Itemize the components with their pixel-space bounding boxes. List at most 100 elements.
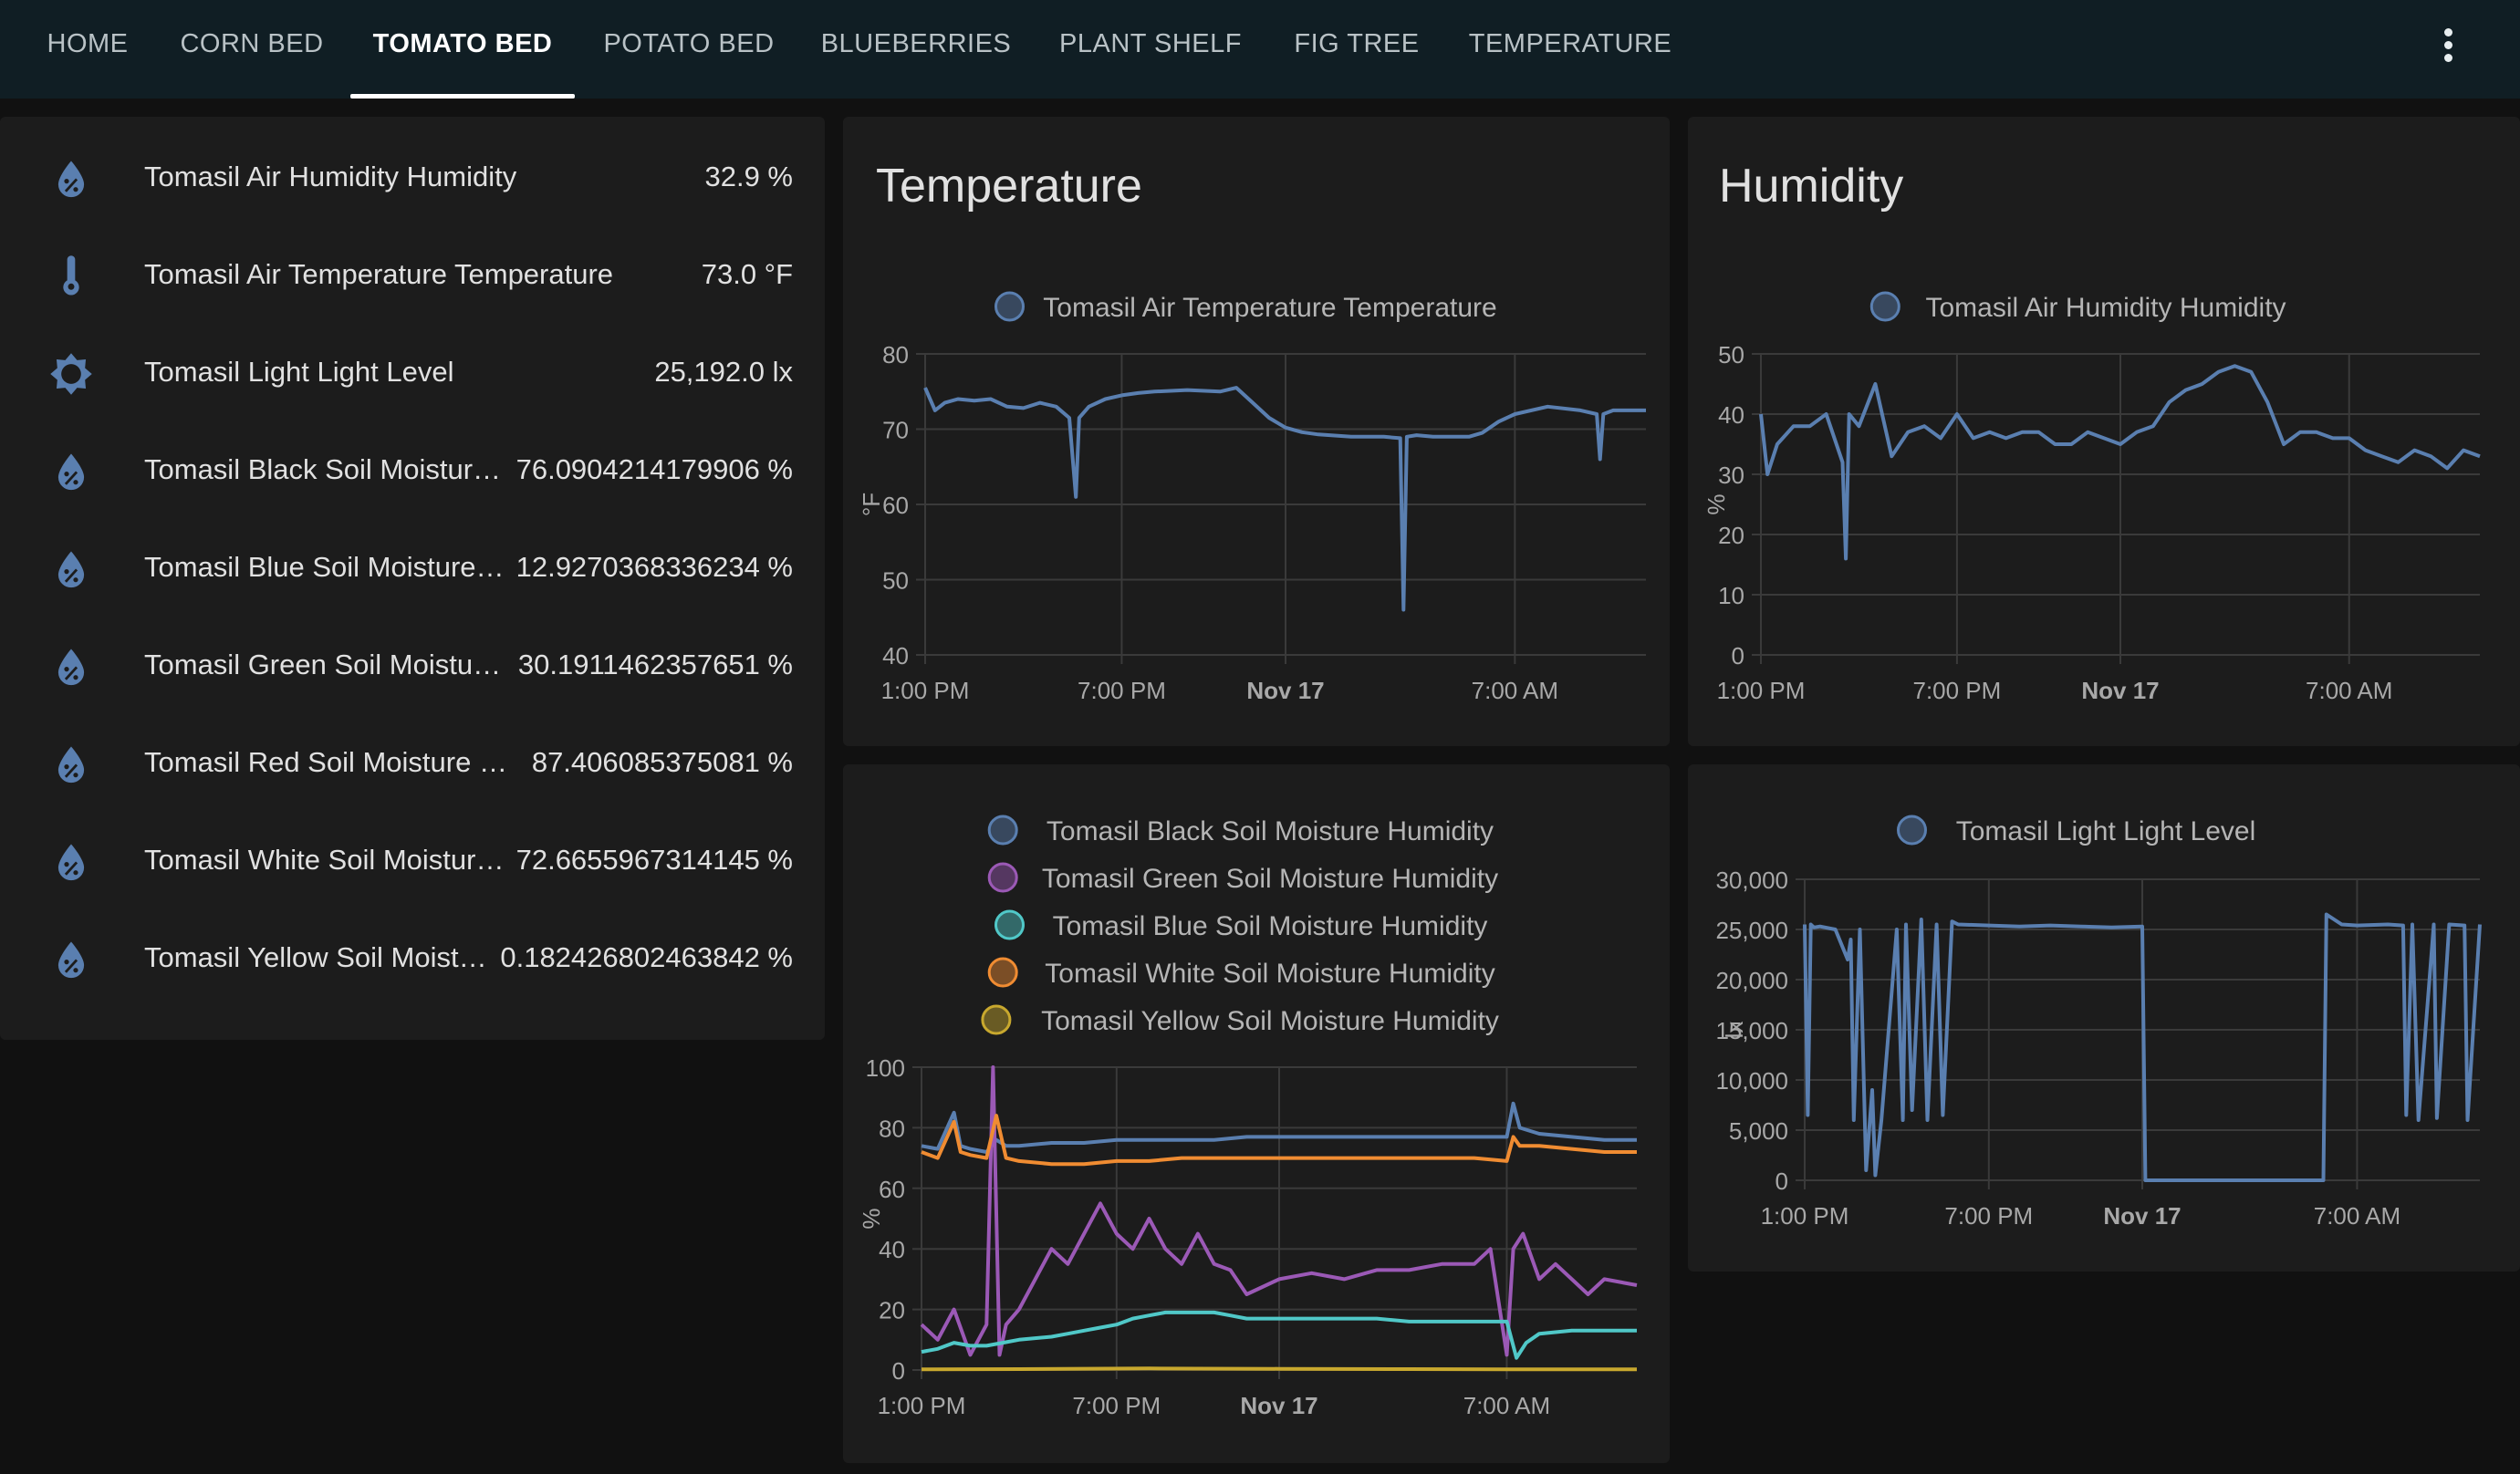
water-percent-icon: [47, 155, 95, 202]
entity-name: Tomasil Air Temperature Temperature: [144, 258, 614, 290]
legend-marker[interactable]: [981, 1004, 1012, 1035]
entity-name: Tomasil Red Soil Moisture …: [144, 746, 507, 778]
soil-moisture-card: Tomasil Black Soil Moisture Humidity Toma…: [843, 764, 1670, 1463]
entity-state: 73.0 °F: [701, 258, 793, 290]
y-tick-label: 70: [882, 417, 909, 444]
entity-state: 25,192.0 lx: [654, 356, 793, 388]
y-tick-label: 5,000: [1729, 1117, 1788, 1145]
entity-row[interactable]: Tomasil White Soil Moistur… 72.6655967314…: [0, 811, 825, 908]
tab-blueberries[interactable]: BLUEBERRIES: [820, 29, 1012, 58]
legend-label: Tomasil Green Soil Moisture Humidity: [1042, 864, 1498, 894]
tab-fig-tree[interactable]: FIG TREE: [1294, 29, 1420, 58]
series-line: [921, 1310, 1637, 1360]
y-tick-label: 40: [879, 1236, 905, 1263]
card-title: Humidity: [1719, 160, 1904, 213]
legend-marker[interactable]: [987, 815, 1018, 846]
temperature-chart[interactable]: Tomasil Air Temperature Temperature 80 70 6…: [843, 117, 1670, 746]
x-tick-label: 7:00 AM: [2306, 677, 2392, 704]
y-tick-label: 20,000: [1715, 967, 1788, 994]
entity-name: Tomasil Yellow Soil Moist…: [144, 941, 487, 973]
y-tick-label: 60: [882, 492, 909, 519]
entity-name: Tomasil Blue Soil Moisture…: [144, 551, 505, 583]
entity-state: 12.9270368336234 %: [515, 551, 793, 583]
entity-name: Tomasil Black Soil Moistur…: [144, 453, 502, 485]
y-tick-label: 0: [1732, 642, 1744, 670]
series-line: [920, 1065, 1638, 1357]
series-line: [921, 1114, 1637, 1167]
y-axis-label: %: [858, 1208, 885, 1229]
entity-row[interactable]: Tomasil Black Soil Moistur… 76.0904214179…: [0, 420, 825, 518]
light-level-chart[interactable]: Tomasil Light Light Level 30,000 25,000 20,…: [1688, 764, 2520, 1272]
menu-dot: [2444, 28, 2452, 36]
tab-corn-bed[interactable]: CORN BED: [180, 29, 324, 58]
legend-label: Tomasil Air Temperature Temperature: [1043, 293, 1496, 323]
y-tick-label: 15,000: [1715, 1017, 1788, 1044]
tab-potato-bed[interactable]: POTATO BED: [603, 29, 775, 58]
series-line: [1803, 912, 2482, 1182]
x-tick-label: Nov 17: [1246, 677, 1324, 704]
y-tick-label: 50: [1718, 341, 1744, 368]
y-tick-label: 30: [1718, 462, 1744, 489]
overflow-menu-button[interactable]: [2427, 20, 2469, 67]
legend-label: Tomasil Air Humidity Humidity: [1925, 293, 2286, 323]
entity-row[interactable]: Tomasil Light Light Level 25,192.0 lx: [0, 323, 825, 420]
x-tick-label: 7:00 AM: [2314, 1202, 2400, 1230]
legend-label: Tomasil Light Light Level: [1956, 816, 2256, 846]
tab-temperature[interactable]: TEMPERATURE: [1468, 29, 1672, 58]
entity-state: 72.6655967314145 %: [515, 844, 793, 876]
legend-label: Tomasil Black Soil Moisture Humidity: [1047, 816, 1494, 846]
entity-row[interactable]: Tomasil Blue Soil Moisture… 12.9270368336…: [0, 518, 825, 616]
legend-marker[interactable]: [994, 291, 1025, 322]
x-tick-label: 7:00 PM: [1072, 1392, 1161, 1419]
y-tick-label: 0: [1775, 1168, 1788, 1195]
y-tick-label: 40: [882, 642, 909, 670]
tab-home[interactable]: HOME: [47, 29, 129, 58]
tab-plant-shelf[interactable]: PLANT SHELF: [1059, 29, 1242, 58]
series-line: [923, 386, 1646, 612]
x-tick-label: 1:00 PM: [881, 677, 970, 704]
y-tick-label: 80: [882, 341, 909, 368]
entity-row[interactable]: Tomasil Yellow Soil Moist… 0.182426802463…: [0, 908, 825, 1006]
humidity-chart[interactable]: Tomasil Air Humidity Humidity 50 40 30 20 10 0…: [1688, 117, 2520, 746]
menu-dot: [2444, 41, 2452, 49]
entity-row[interactable]: Tomasil Red Soil Moisture … 87.4060853750…: [0, 713, 825, 811]
x-tick-label: 7:00 PM: [1078, 677, 1166, 704]
entity-row[interactable]: Tomasil Air Humidity Humidity 32.9 %: [0, 128, 825, 225]
soil-moisture-chart[interactable]: Tomasil Black Soil Moisture Humidity Toma…: [843, 764, 1670, 1463]
entity-name: Tomasil Light Light Level: [144, 356, 454, 388]
thermometer-icon: [47, 253, 95, 300]
y-axis-label: lx: [1721, 1022, 1748, 1039]
legend-marker[interactable]: [1897, 815, 1927, 846]
entity-row[interactable]: Tomasil Air Temperature Temperature 73.0 …: [0, 225, 825, 323]
entity-state: 30.1911462357651 %: [517, 649, 793, 680]
legend-marker[interactable]: [994, 909, 1025, 940]
x-tick-label: 7:00 PM: [1912, 677, 2001, 704]
series-line: [921, 1366, 1637, 1372]
water-percent-icon: [47, 936, 95, 983]
tab-tomato-bed[interactable]: TOMATO BED: [372, 29, 553, 58]
top-app-bar: HOME CORN BED TOMATO BED POTATO BED BLUE…: [0, 0, 2520, 99]
water-percent-icon: [47, 545, 95, 593]
entity-name: Tomasil White Soil Moistur…: [144, 844, 505, 876]
x-tick-label: 1:00 PM: [1717, 677, 1806, 704]
brightness-icon: [47, 350, 95, 398]
legend-marker[interactable]: [987, 957, 1018, 988]
legend-label: Tomasil Blue Soil Moisture Humidity: [1053, 911, 1488, 941]
entity-row[interactable]: Tomasil Green Soil Moistu… 30.19114623576…: [0, 616, 825, 713]
series-line: [921, 1101, 1637, 1154]
y-tick-label: 10,000: [1715, 1067, 1788, 1095]
legend-label: Tomasil Yellow Soil Moisture Humidity: [1041, 1006, 1499, 1036]
x-tick-label: Nov 17: [2081, 677, 2159, 704]
legend-marker[interactable]: [987, 862, 1018, 893]
light-level-card: Tomasil Light Light Level 30,000 25,000 20,…: [1688, 764, 2520, 1272]
entity-name: Tomasil Air Humidity Humidity: [144, 161, 517, 192]
y-tick-label: 100: [866, 1054, 905, 1082]
temperature-card: Temperature Tomasil Air Temperature Temp…: [843, 117, 1670, 746]
entity-name: Tomasil Green Soil Moistu…: [144, 649, 502, 680]
series-line: [1759, 364, 2481, 561]
y-tick-label: 0: [892, 1357, 905, 1385]
legend-marker[interactable]: [1869, 291, 1900, 322]
water-percent-icon: [47, 643, 95, 690]
humidity-card: Humidity Tomasil Air Humidity Humidity 50…: [1688, 117, 2520, 746]
entity-state: 76.0904214179906 %: [515, 453, 793, 485]
